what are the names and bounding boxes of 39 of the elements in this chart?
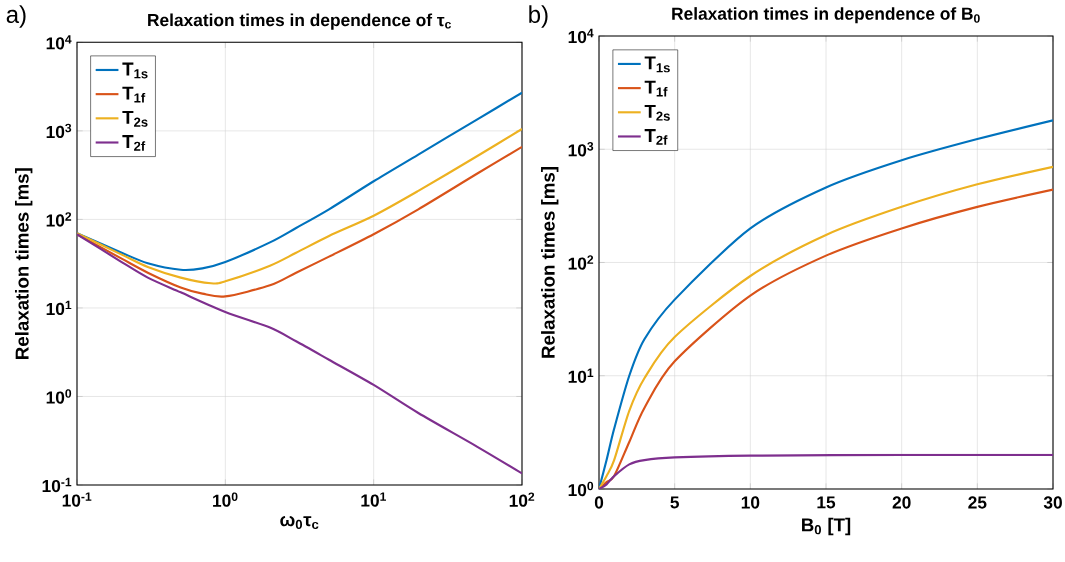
y-tick-label: 10$^{2}$ bbox=[568, 255, 594, 270]
x-axis-title: B$_{0}$ [T] bbox=[802, 517, 851, 536]
line-series bbox=[599, 453, 1053, 489]
text: b) bbox=[529, 5, 548, 28]
text: a) bbox=[6, 5, 26, 28]
legend-label: T$_{2s}$ bbox=[122, 110, 148, 127]
x-tick-label: 10$^{1}$ bbox=[361, 492, 386, 507]
x-tick-label: 25 bbox=[968, 496, 987, 509]
y-tick-label: 10$^{3}$ bbox=[568, 142, 594, 157]
legend-label: T$_{2f}$ bbox=[644, 129, 668, 145]
y-tick-label: 10$^{4}$ bbox=[46, 35, 72, 50]
legend-label: T$_{2s}$ bbox=[644, 104, 670, 121]
x-tick-label: 10$^{2}$ bbox=[509, 492, 535, 507]
chart-title: Relaxation times in dependence of τ$_{c}$ bbox=[148, 13, 452, 30]
x-tick-label: 20 bbox=[892, 496, 911, 509]
legend-label: T$_{1s}$ bbox=[122, 62, 148, 79]
x-tick-label: 10 bbox=[741, 496, 760, 509]
y-tick-label: 10$^{-1}$ bbox=[42, 477, 72, 493]
legend-label: T$_{1f}$ bbox=[122, 86, 146, 103]
y-axis-title: Relaxation times [ms] bbox=[15, 168, 33, 359]
y-tick-label: 10$^{0}$ bbox=[568, 481, 594, 497]
y-tick-label: 10$^{1}$ bbox=[568, 368, 594, 383]
chart-title: Relaxation times in dependence of B$_{0}$ bbox=[672, 7, 980, 24]
x-tick-label: 10$^{-1}$ bbox=[62, 492, 92, 507]
y-tick-label: 10$^{4}$ bbox=[568, 28, 594, 44]
x-tick-label: 5 bbox=[670, 496, 680, 509]
x-tick-label: 30 bbox=[1043, 496, 1062, 509]
x-tick-label: 15 bbox=[817, 496, 836, 509]
y-tick-label: 10$^{2}$ bbox=[46, 212, 72, 227]
legend-label: T$_{1s}$ bbox=[644, 56, 670, 73]
legend-label: T$_{1f}$ bbox=[644, 80, 668, 97]
y-tick-label: 10$^{0}$ bbox=[46, 389, 72, 404]
x-axis-title: ω$_{0}$τ$_{c}$ bbox=[280, 515, 319, 530]
x-tick-label: 0 bbox=[594, 496, 604, 509]
y-tick-label: 10$^{1}$ bbox=[46, 300, 72, 316]
x-tick-label: 10$^{0}$ bbox=[213, 492, 238, 507]
legend-label: T$_{2f}$ bbox=[122, 135, 146, 151]
y-tick-label: 10$^{3}$ bbox=[46, 123, 72, 139]
y-axis-title: Relaxation times [ms] bbox=[541, 167, 559, 358]
